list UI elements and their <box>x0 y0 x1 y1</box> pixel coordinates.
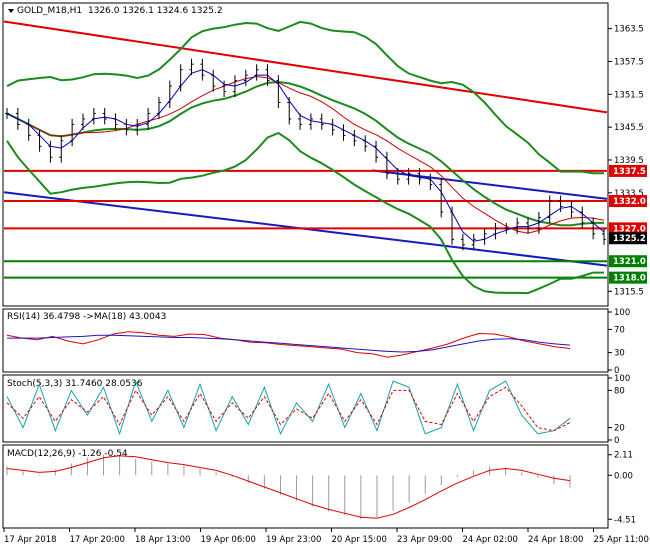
trend-line-red <box>3 20 608 114</box>
rsi-y-tick-label: 70 <box>614 325 625 335</box>
price-plot <box>3 20 608 295</box>
price-tag-box <box>609 164 647 177</box>
stoch-y-tick-label: 80 <box>614 386 625 396</box>
stoch-series-line <box>6 379 571 436</box>
price-y-tick-label: 1357.5 <box>614 57 644 67</box>
price-tag-1318.0: 1318.0 <box>613 274 646 284</box>
stoch-y-tick-label: 100 <box>614 374 630 384</box>
rsi-title: RSI(14) 36.4798 ->MA(18) 43.0043 <box>7 312 166 322</box>
price-y-tick-label: 1339.5 <box>614 156 644 166</box>
macd-signal-line <box>6 455 571 519</box>
ma-fast-line <box>6 69 605 242</box>
stoch-panel-frame <box>2 374 609 443</box>
price-tag-box <box>609 271 647 284</box>
price-y-tick-label: 1345.5 <box>614 123 644 133</box>
ohlc-label: 1326.0 1326.1 1324.6 1325.2 <box>88 6 223 16</box>
rsi-series-line <box>7 334 571 353</box>
rsi-y-tick-label: 30 <box>614 349 625 359</box>
stoch-title: Stoch(5,3,3) 31.7460 28.0536 <box>7 379 143 389</box>
price-tag-box <box>609 195 647 208</box>
price-tag-box <box>609 232 647 245</box>
chart-menu-icon[interactable] <box>8 9 14 13</box>
price-y-tick-label: 1363.5 <box>614 25 644 35</box>
stoch-plot <box>6 379 571 436</box>
price-tag-1325.2: 1325.2 <box>613 234 646 244</box>
x-tick-label: 19 Apr 06:00 <box>201 535 256 545</box>
x-tick-label: 25 Apr 11:00 <box>594 535 649 545</box>
price-tag-box <box>609 255 647 268</box>
price-y-tick-label: 1351.5 <box>614 90 644 100</box>
rsi-plot <box>6 331 571 358</box>
x-tick-label: 19 Apr 23:00 <box>266 535 321 545</box>
x-tick-label: 20 Apr 15:00 <box>332 535 387 545</box>
rsi-panel-frame <box>2 308 609 373</box>
rsi-y-tick-label: 0 <box>614 366 619 376</box>
macd-y-tick-label: 2.11 <box>614 451 633 461</box>
ma-slow-line <box>6 75 605 234</box>
stoch-y-tick-label: 20 <box>614 424 625 434</box>
trend-line-blue <box>371 169 608 200</box>
x-tick-label: 24 Apr 02:00 <box>463 535 518 545</box>
rsi-series-line <box>6 331 571 358</box>
price-tag-1321.0: 1321.0 <box>613 257 646 267</box>
price-tag-1332.0: 1332.0 <box>613 197 646 207</box>
price-y-tick-label: 1333.5 <box>614 189 644 199</box>
x-tick-label: 17 Apr 2018 <box>4 535 57 545</box>
x-tick-label: 17 Apr 20:00 <box>70 535 125 545</box>
price-tag-box <box>609 222 647 235</box>
bollinger-lower-line <box>6 131 604 295</box>
symbol-label: GOLD_M18,H1 <box>17 6 82 16</box>
macd-y-tick-label: 0.00 <box>614 471 633 481</box>
bollinger-mid-line <box>6 80 604 227</box>
macd-title: MACD(12,26,9) -1.26 -0.54 <box>7 449 128 459</box>
x-tick-label: 23 Apr 09:00 <box>397 535 452 545</box>
x-tick-label: 18 Apr 13:00 <box>135 535 190 545</box>
x-tick-label: 24 Apr 18:00 <box>528 535 583 545</box>
rsi-y-tick-label: 100 <box>614 308 630 318</box>
axes: 1363.5 1357.5 1351.5 1345.5 1339.5 1333.5 1315… <box>3 25 649 545</box>
price-y-tick-label: 1315.5 <box>614 287 644 297</box>
bollinger-upper-line <box>6 20 604 175</box>
macd-plot <box>6 454 571 520</box>
price-tag-1337.5: 1337.5 <box>613 167 646 177</box>
macd-y-tick-label: -4.51 <box>614 515 636 525</box>
stoch-y-tick-label: 0 <box>614 436 619 446</box>
price-tag-1327.0: 1327.0 <box>613 224 646 234</box>
